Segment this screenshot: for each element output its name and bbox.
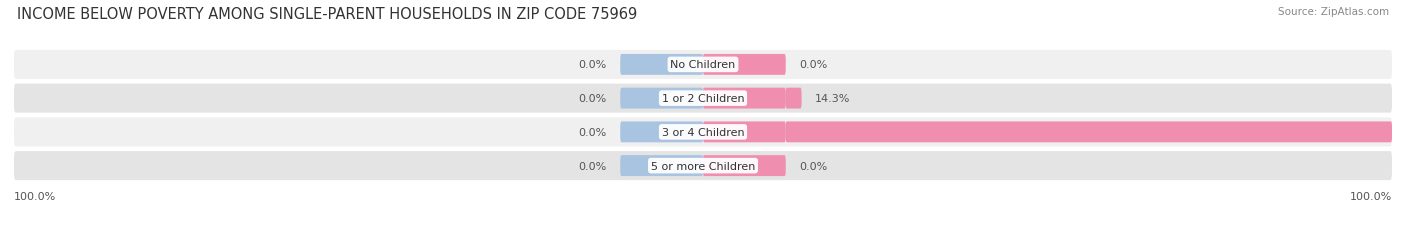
Text: 0.0%: 0.0% bbox=[578, 161, 606, 171]
FancyBboxPatch shape bbox=[703, 155, 786, 176]
FancyBboxPatch shape bbox=[620, 55, 703, 76]
Text: 0.0%: 0.0% bbox=[578, 94, 606, 104]
Text: 100.0%: 100.0% bbox=[1350, 191, 1392, 201]
Text: 14.3%: 14.3% bbox=[815, 94, 851, 104]
FancyBboxPatch shape bbox=[620, 122, 703, 143]
FancyBboxPatch shape bbox=[620, 88, 703, 109]
Text: 0.0%: 0.0% bbox=[578, 127, 606, 137]
FancyBboxPatch shape bbox=[14, 152, 1392, 180]
FancyBboxPatch shape bbox=[703, 88, 786, 109]
Text: 0.0%: 0.0% bbox=[800, 161, 828, 171]
FancyBboxPatch shape bbox=[14, 51, 1392, 79]
FancyBboxPatch shape bbox=[786, 88, 801, 109]
FancyBboxPatch shape bbox=[703, 122, 786, 143]
Text: 1 or 2 Children: 1 or 2 Children bbox=[662, 94, 744, 104]
Text: INCOME BELOW POVERTY AMONG SINGLE-PARENT HOUSEHOLDS IN ZIP CODE 75969: INCOME BELOW POVERTY AMONG SINGLE-PARENT… bbox=[17, 7, 637, 22]
Text: 0.0%: 0.0% bbox=[800, 60, 828, 70]
Text: 5 or more Children: 5 or more Children bbox=[651, 161, 755, 171]
Text: Source: ZipAtlas.com: Source: ZipAtlas.com bbox=[1278, 7, 1389, 17]
FancyBboxPatch shape bbox=[620, 155, 703, 176]
FancyBboxPatch shape bbox=[786, 122, 1392, 143]
FancyBboxPatch shape bbox=[14, 118, 1392, 147]
FancyBboxPatch shape bbox=[14, 84, 1392, 113]
Text: 0.0%: 0.0% bbox=[578, 60, 606, 70]
FancyBboxPatch shape bbox=[703, 55, 786, 76]
Text: 100.0%: 100.0% bbox=[14, 191, 56, 201]
Text: No Children: No Children bbox=[671, 60, 735, 70]
Text: 3 or 4 Children: 3 or 4 Children bbox=[662, 127, 744, 137]
